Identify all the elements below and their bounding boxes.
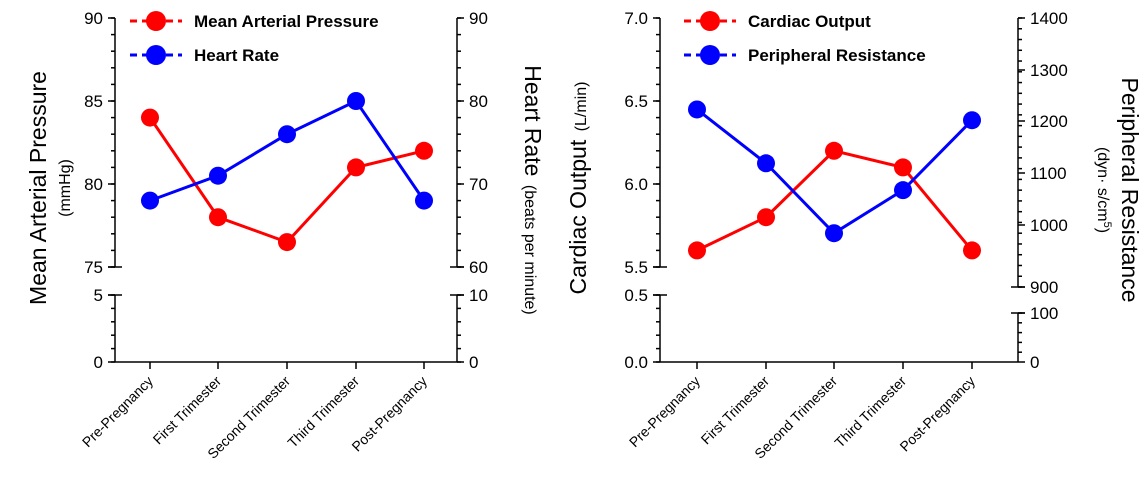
left-axis-tick-label: 0.5 bbox=[624, 286, 648, 305]
data-point bbox=[894, 181, 912, 200]
right-axis-unit-group: (dyn· s/cm5) bbox=[1094, 147, 1113, 233]
right-axis-tick-label: 1400 bbox=[1030, 9, 1068, 28]
legend-label: Peripheral Resistance bbox=[748, 46, 926, 65]
data-point bbox=[894, 158, 912, 177]
data-point bbox=[209, 166, 227, 185]
data-point bbox=[825, 141, 843, 160]
left-axis-tick-label: 0 bbox=[94, 353, 103, 372]
right-axis-unit-sup: 5 bbox=[1101, 222, 1113, 228]
right-axis-title: Heart Rate bbox=[520, 65, 546, 176]
data-point bbox=[209, 208, 227, 227]
right-axis-tick-label: 1200 bbox=[1030, 112, 1068, 131]
chart-right-axes bbox=[653, 17, 1025, 369]
chart-left-lines bbox=[148, 99, 426, 244]
legend-marker-red bbox=[146, 11, 166, 31]
left-axis-tick-label: 5.5 bbox=[624, 258, 648, 277]
left-axis-title: Cardiac Output bbox=[565, 139, 591, 294]
series-line bbox=[696, 108, 974, 236]
left-axis-unit: (mmHg) bbox=[57, 159, 74, 217]
chart-left: 90 85 80 75 5 0 90 80 70 60 10 0 Pre-Pre… bbox=[25, 9, 546, 462]
data-point bbox=[688, 100, 706, 119]
left-axis-title: Mean Arterial Pressure bbox=[25, 71, 51, 305]
right-axis-unit-suffix: ) bbox=[1094, 228, 1111, 233]
right-axis-title-group: Heart Rate (beats per minute) bbox=[520, 65, 546, 315]
legend-label: Cardiac Output bbox=[748, 12, 871, 31]
left-axis-tick-label: 75 bbox=[84, 258, 103, 277]
legend-label: Mean Arterial Pressure bbox=[194, 12, 379, 31]
right-axis-tick-label: 100 bbox=[1030, 304, 1058, 323]
chart-left-points bbox=[141, 92, 433, 252]
data-point bbox=[347, 92, 365, 110]
right-axis-tick-label: 1100 bbox=[1030, 164, 1067, 183]
left-axis-title-line: Cardiac Output (L/min) bbox=[565, 82, 591, 295]
left-axis-tick-label: 80 bbox=[84, 175, 103, 194]
series-line bbox=[149, 99, 426, 203]
x-category-label: Third Trimester bbox=[284, 373, 362, 451]
x-category-label: First Trimester bbox=[698, 373, 773, 448]
data-point bbox=[688, 241, 706, 260]
right-axis-unit: (dyn· s/cm5) bbox=[1094, 147, 1113, 233]
x-category-label: Pre-Pregnancy bbox=[79, 373, 156, 450]
right-axis-tick-label: 0 bbox=[469, 353, 478, 372]
right-axis-tick-label: 60 bbox=[469, 258, 488, 277]
data-point bbox=[347, 158, 365, 177]
left-axis-title-group: Cardiac Output (L/min) bbox=[565, 82, 591, 295]
data-point bbox=[278, 233, 296, 252]
right-axis-tick-label: 0 bbox=[1030, 353, 1039, 372]
legend: Cardiac Output Peripheral Resistance bbox=[684, 11, 926, 65]
chart-right-points bbox=[688, 100, 981, 260]
data-point bbox=[141, 108, 159, 127]
left-axis-tick-label: 6.5 bbox=[624, 92, 648, 111]
right-axis-title: Peripheral Resistance bbox=[1117, 77, 1143, 302]
legend-label: Heart Rate bbox=[194, 46, 279, 65]
legend-marker-blue bbox=[146, 45, 166, 65]
x-category-label: Pre-Pregnancy bbox=[626, 373, 703, 450]
legend: Mean Arterial Pressure Heart Rate bbox=[130, 11, 379, 65]
right-axis-tick-label: 900 bbox=[1030, 278, 1058, 297]
right-axis-tick-label: 10 bbox=[469, 286, 488, 305]
chart-right: 7.0 6.5 6.0 5.5 0.5 0.0 1400 1300 1200 1… bbox=[565, 9, 1143, 462]
data-point bbox=[415, 141, 433, 160]
data-point bbox=[415, 191, 433, 210]
right-axis-tick-label: 70 bbox=[469, 175, 488, 194]
data-point bbox=[278, 125, 296, 144]
data-point bbox=[757, 208, 775, 227]
legend-marker-red bbox=[700, 11, 720, 31]
right-axis-title-line: Heart Rate (beats per minute) bbox=[520, 65, 546, 315]
data-point bbox=[757, 154, 775, 173]
x-category-label: Post-Pregnancy bbox=[896, 373, 978, 455]
data-point bbox=[963, 241, 981, 260]
legend-marker-blue bbox=[700, 45, 720, 65]
data-point bbox=[141, 191, 159, 210]
right-axis-tick-label: 90 bbox=[469, 9, 488, 28]
left-axis-tick-label: 0.0 bbox=[624, 353, 648, 372]
right-axis-unit-prefix: (dyn· s/cm bbox=[1094, 147, 1111, 222]
left-axis-tick-label: 5 bbox=[94, 286, 103, 305]
right-axis-tick-label: 80 bbox=[469, 92, 488, 111]
x-category-label: Third Trimester bbox=[831, 373, 909, 451]
left-axis-tick-label: 90 bbox=[84, 9, 103, 28]
left-axis-tick-label: 6.0 bbox=[624, 175, 648, 194]
left-axis-unit: (L/min) bbox=[573, 82, 590, 132]
left-axis-tick-label: 85 bbox=[84, 92, 103, 111]
data-point bbox=[963, 111, 981, 130]
data-point bbox=[825, 224, 843, 243]
right-axis-tick-label: 1300 bbox=[1030, 61, 1068, 80]
right-axis-tick-label: 1000 bbox=[1030, 216, 1068, 235]
x-category-label: First Trimester bbox=[150, 373, 225, 448]
left-axis-tick-label: 7.0 bbox=[624, 9, 648, 28]
right-axis-unit: (beats per minute) bbox=[521, 185, 538, 315]
chart-left-axes bbox=[108, 17, 464, 369]
